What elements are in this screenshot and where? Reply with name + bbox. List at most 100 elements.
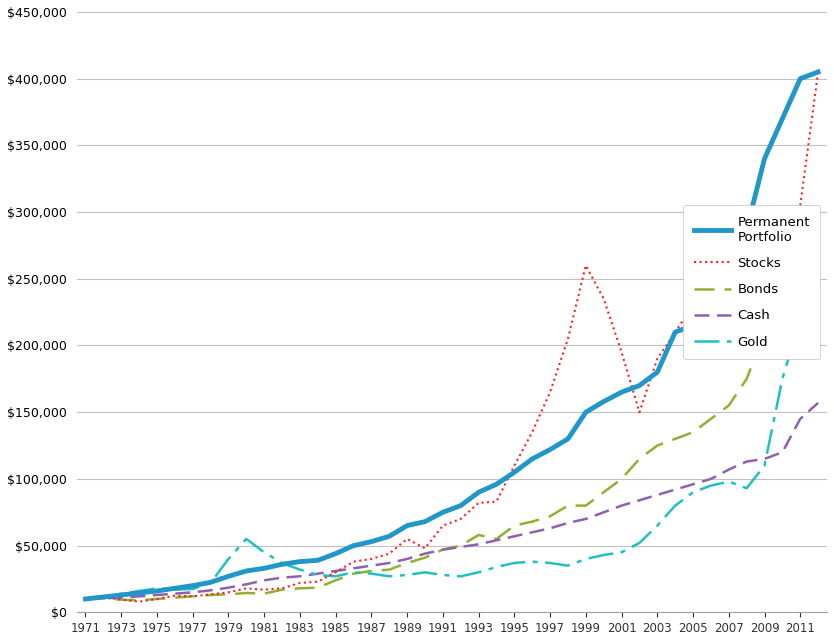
Stocks [760,292,770,300]
Stocks [796,202,806,209]
Permanent
Portfolio [80,595,90,603]
Stocks [438,522,448,530]
Permanent
Portfolio [330,550,340,557]
Bonds [706,415,716,422]
Permanent
Portfolio [724,221,734,229]
Permanent
Portfolio [205,578,215,586]
Gold [635,539,645,547]
Permanent
Portfolio [545,446,555,453]
Bonds [152,595,162,603]
Gold [80,595,90,603]
Stocks [510,462,520,469]
Cash [366,562,376,569]
Cash [224,584,234,591]
Permanent
Portfolio [599,397,609,405]
Stocks [402,535,412,542]
Gold [527,558,537,566]
Gold [116,590,126,598]
Bonds [80,595,90,603]
Permanent
Portfolio [224,573,234,580]
Permanent
Portfolio [580,408,590,416]
Gold [688,489,698,496]
Bonds [527,517,537,525]
Cash [796,415,806,422]
Stocks [330,568,340,576]
Permanent
Portfolio [527,455,537,463]
Cash [813,399,823,407]
Permanent
Portfolio [455,502,465,510]
Bonds [777,302,787,309]
Permanent
Portfolio [170,584,180,592]
Gold [241,535,251,542]
Stocks [635,408,645,416]
Bonds [741,375,751,383]
Permanent
Portfolio [438,508,448,516]
Gold [455,573,465,580]
Permanent
Portfolio [688,322,698,329]
Bonds [277,586,287,593]
Gold [813,205,823,213]
Permanent
Portfolio [277,560,287,568]
Cash [688,480,698,488]
Bonds [116,596,126,603]
Gold [134,587,144,595]
Cash [438,546,448,553]
Gold [170,586,180,593]
Stocks [671,328,681,336]
Bonds [205,591,215,599]
Gold [330,573,340,580]
Line: Stocks: Stocks [85,72,818,602]
Gold [616,548,626,556]
Gold [671,502,681,510]
Permanent
Portfolio [98,593,108,601]
Cash [295,573,305,580]
Permanent
Portfolio [241,567,251,575]
Bonds [295,584,305,592]
Bonds [98,594,108,602]
Bonds [438,546,448,553]
Gold [402,571,412,579]
Bonds [384,566,394,573]
Permanent
Portfolio [813,68,823,76]
Gold [295,566,305,573]
Gold [491,563,501,571]
Bonds [455,542,465,550]
Cash [580,515,590,523]
Cash [760,455,770,463]
Permanent
Portfolio [349,542,359,550]
Permanent
Portfolio [313,557,323,564]
Gold [205,579,215,587]
Gold [760,462,770,469]
Cash [616,502,626,510]
Permanent
Portfolio [796,75,806,83]
Gold [563,562,573,569]
Gold [384,573,394,580]
Permanent
Portfolio [295,558,305,566]
Stocks [652,355,662,363]
Gold [438,571,448,579]
Stocks [170,592,180,600]
Bonds [599,489,609,496]
Cash [402,555,412,563]
Permanent
Portfolio [384,532,394,540]
Bonds [813,255,823,263]
Stocks [241,584,251,592]
Stocks [116,596,126,603]
Line: Permanent
Portfolio: Permanent Portfolio [85,72,818,599]
Stocks [384,550,394,557]
Gold [188,585,198,593]
Permanent
Portfolio [402,522,412,530]
Bonds [366,567,376,575]
Bonds [241,589,251,597]
Cash [116,594,126,602]
Bonds [671,435,681,443]
Cash [474,541,484,548]
Gold [152,584,162,592]
Cash [420,550,430,557]
Line: Gold: Gold [85,209,818,599]
Cash [384,559,394,567]
Bonds [796,261,806,269]
Stocks [491,498,501,505]
Bonds [580,502,590,510]
Gold [98,594,108,602]
